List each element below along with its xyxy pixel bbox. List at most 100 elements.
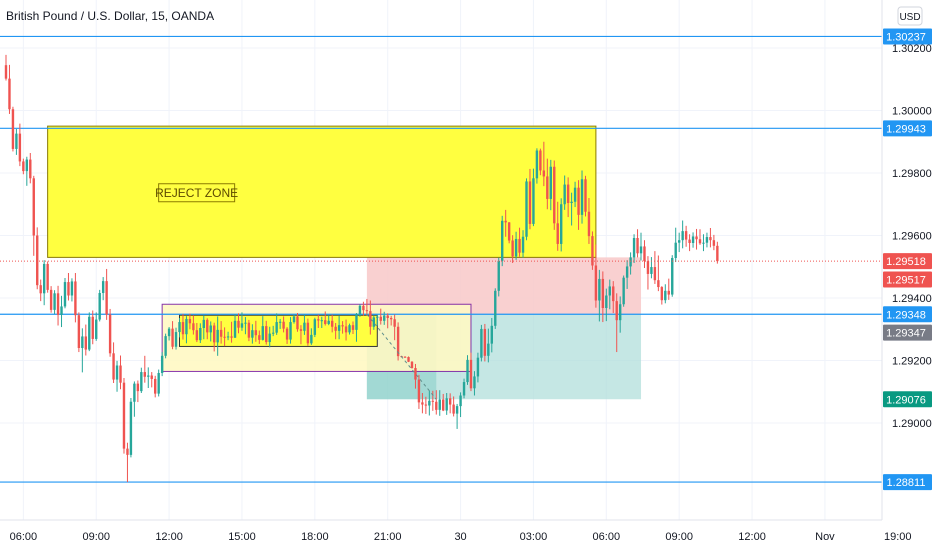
candlestick-series <box>4 54 719 483</box>
currency-button-frame[interactable] <box>897 6 923 26</box>
candle-body <box>226 336 230 338</box>
candle-body <box>63 282 67 307</box>
candle-body <box>688 239 691 243</box>
candle-body <box>518 238 521 253</box>
candle-body <box>101 281 105 293</box>
candle-body <box>528 181 532 224</box>
price-badge <box>883 271 932 288</box>
time-tick-label: 19:00 <box>884 531 912 543</box>
candle-body <box>42 263 46 294</box>
horizontal-levels[interactable] <box>0 35 882 483</box>
candle-body <box>511 240 514 257</box>
candle-body <box>598 278 601 301</box>
time-tick-label: 18:00 <box>301 531 329 543</box>
candle-body <box>428 400 431 406</box>
candle-body <box>615 301 618 321</box>
candle-body <box>709 237 712 241</box>
candle-body <box>181 322 185 335</box>
candle-body <box>53 293 56 310</box>
candle-body <box>230 336 233 338</box>
candle-body <box>424 404 428 406</box>
chart-annotations[interactable]: REJECT ZONE <box>47 125 642 400</box>
candle-body <box>313 319 317 335</box>
candle-body <box>265 326 268 343</box>
candle-body <box>223 336 226 338</box>
price-badge <box>883 306 932 323</box>
candle-body <box>671 258 674 295</box>
candle-body <box>341 325 344 327</box>
candle-body <box>337 325 341 331</box>
candle-body <box>389 318 393 320</box>
candle-body <box>216 329 219 343</box>
candle-body <box>410 361 414 368</box>
candle-body <box>95 319 98 339</box>
candle-body <box>698 239 702 244</box>
candle-body <box>247 322 251 338</box>
candle-body <box>442 399 445 411</box>
candle-body <box>115 365 119 380</box>
candle-body <box>327 320 330 324</box>
candle-body <box>556 223 559 244</box>
candle-body <box>455 406 459 414</box>
currency-button[interactable]: USD <box>897 6 923 26</box>
candle-body <box>435 401 438 410</box>
candle-body <box>417 379 421 403</box>
price-tick-label: 1.29400 <box>892 293 932 305</box>
candle-body <box>303 322 306 331</box>
candle-body <box>324 320 327 324</box>
price-badge-label: 1.29076 <box>886 394 926 406</box>
candle-body <box>639 246 643 254</box>
time-axis-panel[interactable] <box>0 520 882 550</box>
candle-body <box>383 315 386 321</box>
candle-body <box>684 231 688 240</box>
candle-body <box>667 290 670 295</box>
candle-body <box>289 322 292 340</box>
candle-body <box>650 267 653 274</box>
reject-zone-box[interactable] <box>47 125 597 258</box>
candle-body <box>306 322 310 344</box>
candle-body <box>379 316 382 321</box>
candle-body <box>77 315 81 348</box>
candle-body <box>674 242 677 258</box>
candle-body <box>448 398 452 405</box>
candle-body <box>213 325 216 343</box>
candle-body <box>618 304 622 321</box>
chart-overlay <box>0 260 882 400</box>
currency-button-label: USD <box>899 12 920 23</box>
candle-body <box>147 375 150 377</box>
candle-body <box>681 231 684 241</box>
candle-body <box>549 166 552 199</box>
candle-body <box>584 179 587 212</box>
candle-body <box>317 319 320 321</box>
candle-body <box>601 278 605 308</box>
price-badge-label: 1.29347 <box>886 328 926 340</box>
candle-body <box>372 317 376 327</box>
candle-body <box>60 306 63 315</box>
candle-body <box>507 222 511 241</box>
candle-body <box>192 323 195 331</box>
price-axis: 1.30200 1.30000 1.29800 1.29600 1.29400 1.292… <box>892 43 932 430</box>
candle-body <box>164 336 167 356</box>
candle-body <box>636 238 639 254</box>
consolidation-range-inner[interactable] <box>179 314 378 347</box>
candle-body <box>494 290 497 326</box>
candle-body <box>483 328 487 356</box>
candle-body <box>119 365 122 383</box>
reject-zone-label: REJECT ZONE <box>155 186 238 200</box>
candle-body <box>587 211 591 237</box>
candle-body <box>167 328 171 337</box>
candle-body <box>657 280 660 288</box>
price-tick-label: 1.30000 <box>892 106 932 118</box>
candle-body <box>240 323 244 328</box>
candle-body <box>320 320 323 322</box>
time-tick-label: Nov <box>815 531 835 543</box>
candle-body <box>563 184 566 205</box>
candle-body <box>254 330 258 336</box>
candle-body <box>39 285 42 294</box>
candle-body <box>296 316 299 330</box>
candle-body <box>105 281 108 315</box>
candle-body <box>15 133 18 149</box>
candle-body <box>480 328 483 358</box>
candle-body <box>535 150 539 179</box>
